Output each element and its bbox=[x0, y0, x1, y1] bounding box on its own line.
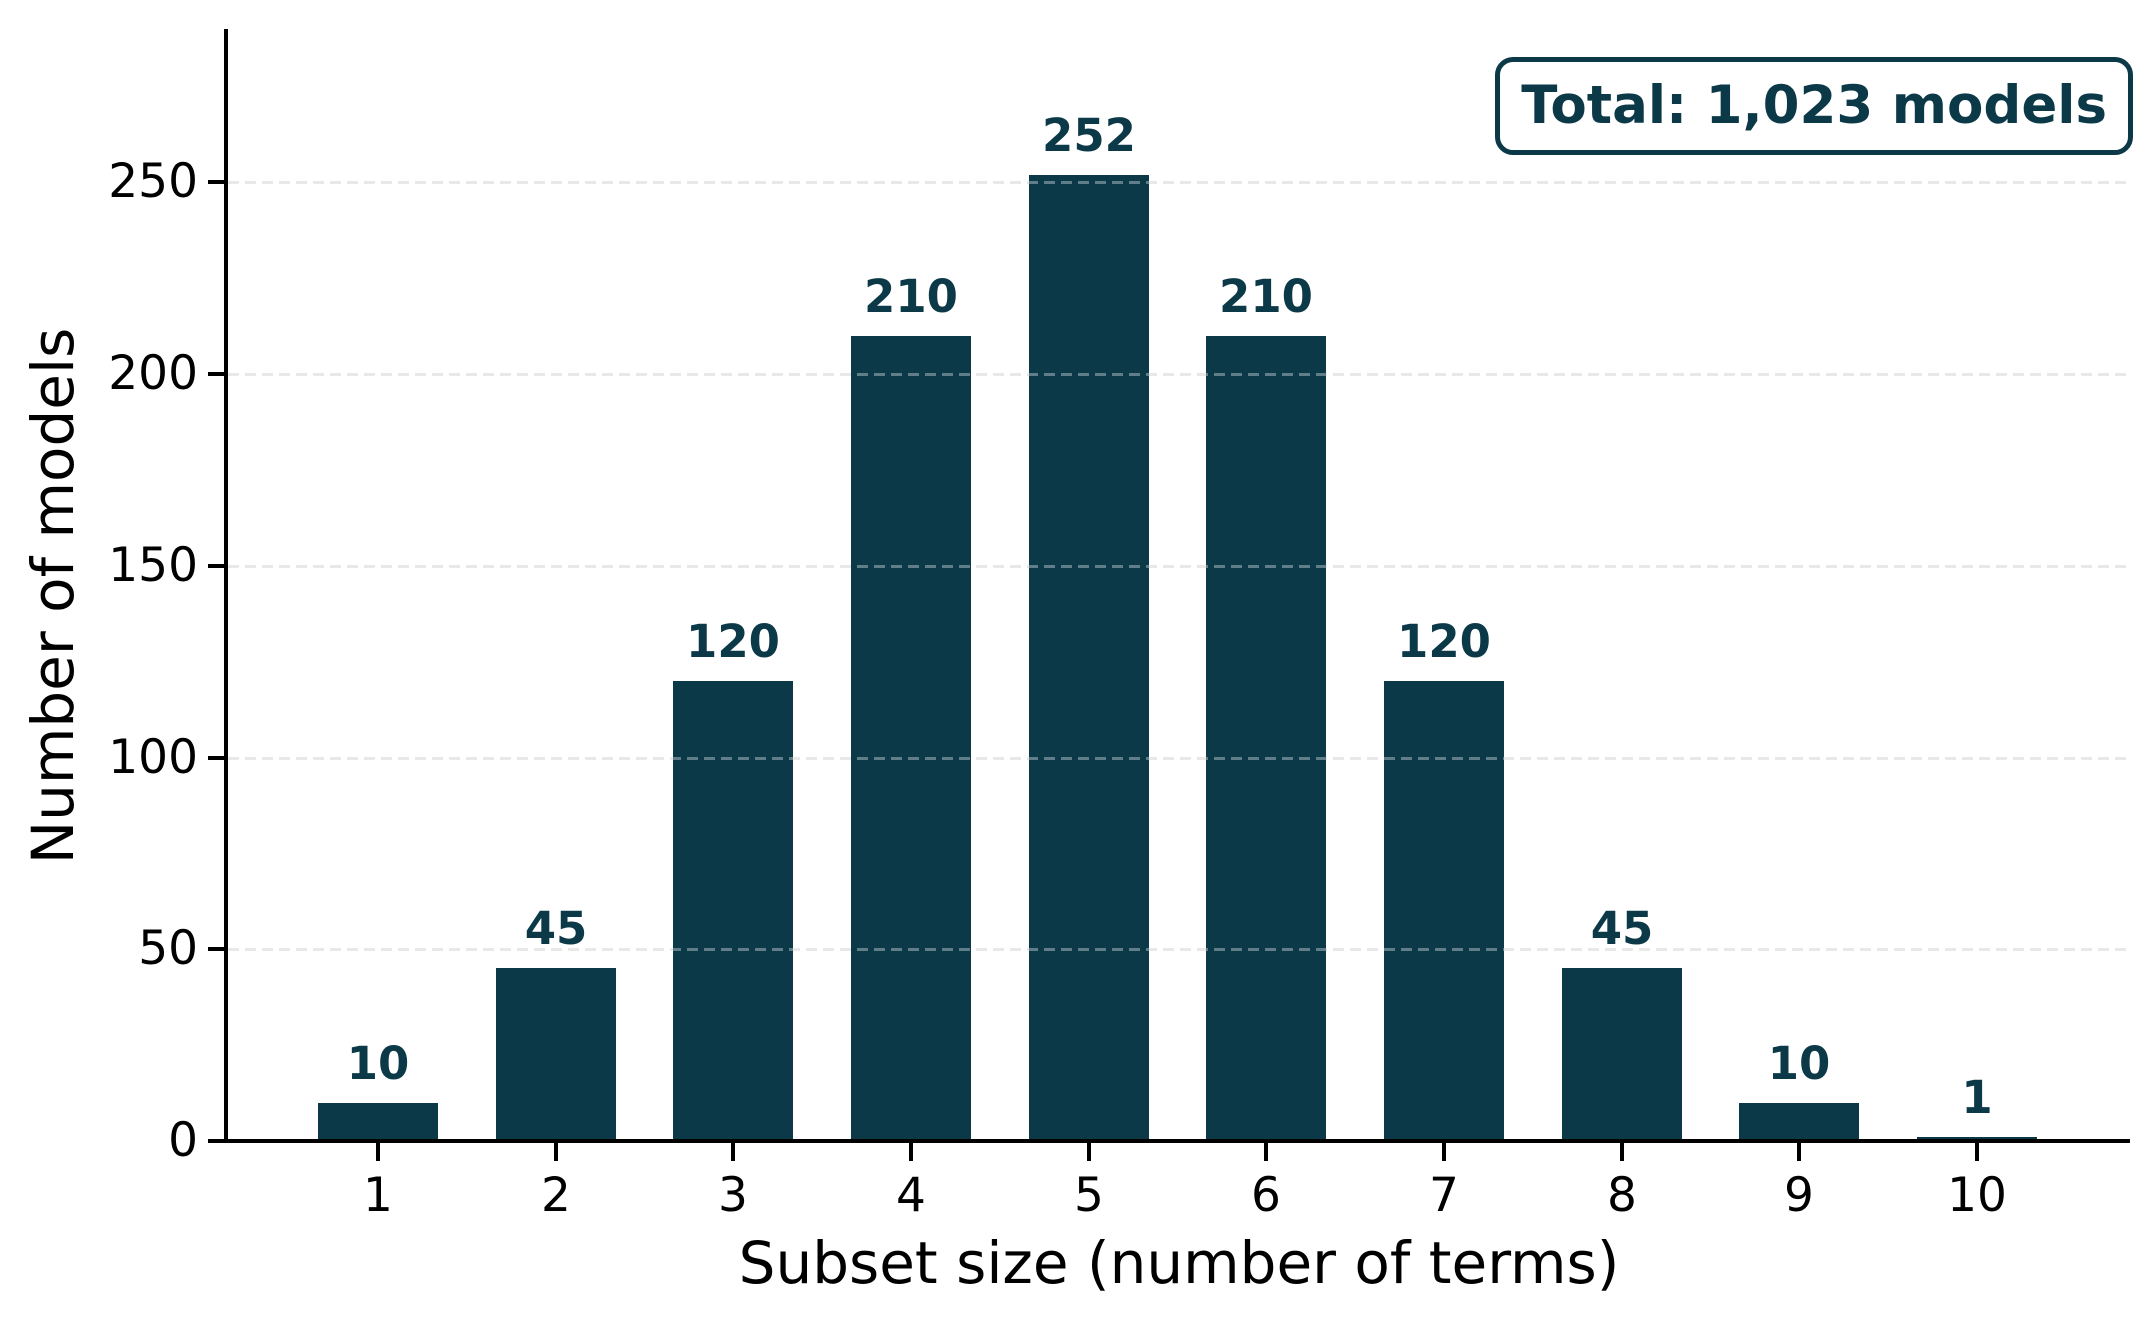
bar-subset-8 bbox=[1562, 968, 1682, 1141]
bar-subset-2 bbox=[496, 968, 616, 1141]
x-tick-mark-1 bbox=[376, 1143, 380, 1161]
total-models-annotation: Total: 1,023 models bbox=[1495, 57, 2133, 156]
gridline-overlay-100 bbox=[228, 757, 2130, 760]
gridline-overlay-150 bbox=[228, 565, 2130, 568]
y-tick-label-100: 100 bbox=[108, 730, 198, 785]
bar-value-label-9: 10 bbox=[1767, 1037, 1831, 1090]
bar-value-label-1: 10 bbox=[346, 1037, 410, 1090]
y-tick-mark-250 bbox=[208, 180, 228, 184]
bar-subset-3 bbox=[673, 681, 793, 1141]
y-axis-title: Number of models bbox=[19, 327, 88, 865]
gridline-overlay-50 bbox=[228, 948, 2130, 951]
y-tick-label-50: 50 bbox=[138, 921, 198, 976]
x-tick-label-10: 10 bbox=[1947, 1168, 2007, 1223]
bar-subset-4 bbox=[851, 336, 971, 1141]
x-axis-title: Subset size (number of terms) bbox=[738, 1229, 1620, 1297]
gridline-150 bbox=[228, 565, 2130, 568]
bar-value-label-8: 45 bbox=[1590, 902, 1654, 955]
y-tick-mark-50 bbox=[208, 947, 228, 951]
y-tick-mark-200 bbox=[208, 372, 228, 376]
bar-value-label-7: 120 bbox=[1397, 615, 1491, 668]
x-tick-label-7: 7 bbox=[1429, 1168, 1459, 1223]
y-axis-spine bbox=[224, 29, 228, 1143]
x-tick-mark-4 bbox=[909, 1143, 913, 1161]
gridline-overlay-250 bbox=[228, 181, 2130, 184]
bar-value-label-4: 210 bbox=[864, 270, 958, 323]
bar-subset-6 bbox=[1206, 336, 1326, 1141]
gridline-100 bbox=[228, 757, 2130, 760]
bar-value-label-6: 210 bbox=[1219, 270, 1313, 323]
x-tick-mark-7 bbox=[1442, 1143, 1446, 1161]
y-tick-mark-100 bbox=[208, 756, 228, 760]
gridline-50 bbox=[228, 948, 2130, 951]
x-tick-mark-2 bbox=[554, 1143, 558, 1161]
bar-value-label-3: 120 bbox=[686, 615, 780, 668]
bar-value-label-2: 45 bbox=[524, 902, 588, 955]
bar-value-label-10: 1 bbox=[1961, 1071, 1993, 1124]
x-tick-label-6: 6 bbox=[1251, 1168, 1281, 1223]
x-tick-label-1: 1 bbox=[363, 1168, 393, 1223]
x-axis-spine bbox=[224, 1139, 2130, 1143]
x-tick-label-9: 9 bbox=[1784, 1168, 1814, 1223]
bar-subset-9 bbox=[1739, 1103, 1859, 1141]
y-tick-label-0: 0 bbox=[168, 1113, 198, 1168]
bar-value-label-5: 252 bbox=[1042, 109, 1136, 162]
y-tick-mark-150 bbox=[208, 564, 228, 568]
x-tick-label-2: 2 bbox=[541, 1168, 571, 1223]
x-tick-label-5: 5 bbox=[1074, 1168, 1104, 1223]
x-tick-mark-10 bbox=[1975, 1143, 1979, 1161]
x-tick-mark-8 bbox=[1620, 1143, 1624, 1161]
x-tick-mark-3 bbox=[731, 1143, 735, 1161]
gridline-200 bbox=[228, 373, 2130, 376]
x-tick-mark-6 bbox=[1264, 1143, 1268, 1161]
y-tick-label-200: 200 bbox=[108, 346, 198, 401]
bar-subset-7 bbox=[1384, 681, 1504, 1141]
bar-subset-5 bbox=[1029, 175, 1149, 1141]
y-tick-label-150: 150 bbox=[108, 538, 198, 593]
x-tick-mark-9 bbox=[1797, 1143, 1801, 1161]
x-tick-mark-5 bbox=[1087, 1143, 1091, 1161]
y-tick-mark-0 bbox=[208, 1139, 228, 1143]
x-tick-label-4: 4 bbox=[896, 1168, 926, 1223]
x-tick-label-3: 3 bbox=[718, 1168, 748, 1223]
gridline-250 bbox=[228, 181, 2130, 184]
y-tick-label-250: 250 bbox=[108, 154, 198, 209]
gridline-overlay-200 bbox=[228, 373, 2130, 376]
x-tick-label-8: 8 bbox=[1607, 1168, 1637, 1223]
bar-subset-1 bbox=[318, 1103, 438, 1141]
